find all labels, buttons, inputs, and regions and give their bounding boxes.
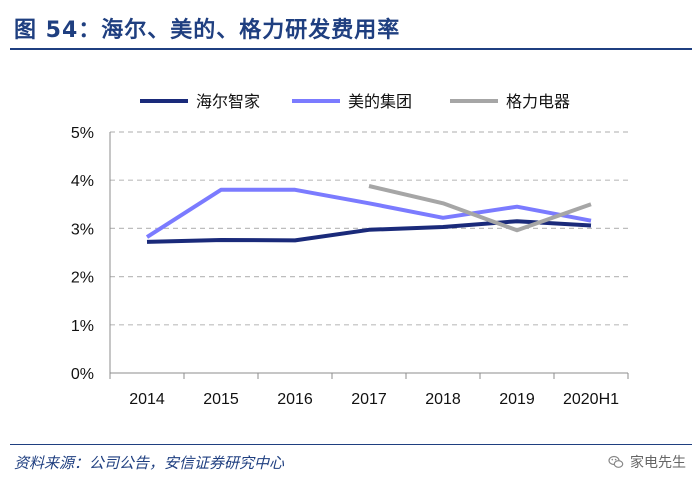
y-tick-label: 3%	[71, 221, 94, 238]
series-line-格力电器	[368, 184, 592, 233]
page-title: 图 54：海尔、美的、格力研发费用率	[14, 18, 401, 43]
x-tick-label: 2016	[277, 391, 313, 408]
source-note: 资料来源：公司公告，安信证券研究中心	[14, 454, 285, 472]
wechat-icon	[608, 455, 624, 468]
y-tick-label: 4%	[71, 173, 94, 190]
title-divider	[10, 48, 692, 50]
x-tick-label: 2020H1	[563, 391, 619, 408]
y-tick-label: 0%	[71, 366, 94, 383]
brand-watermark: 家电先生	[608, 452, 686, 472]
brand-name: 家电先生	[630, 455, 686, 471]
x-tick-label: 2014	[129, 391, 165, 408]
x-tick-label: 2018	[425, 391, 461, 408]
line-chart: 0% 1% 2% 3% 4% 5% 2014 2015 2016 2017 2018 2019 2020…	[71, 92, 629, 408]
series-line-海尔智家	[146, 219, 592, 244]
series-line-美的集团	[145, 187, 592, 239]
legend-label: 海尔智家	[196, 92, 260, 111]
y-tick-label: 5%	[71, 125, 94, 142]
legend-label: 美的集团	[348, 92, 412, 111]
x-tick-label: 2017	[351, 391, 387, 408]
legend-label: 格力电器	[506, 92, 570, 111]
y-tick-label: 1%	[71, 318, 94, 335]
x-tick-label: 2015	[203, 391, 239, 408]
x-tick-label: 2019	[499, 391, 535, 408]
source-divider	[10, 444, 692, 445]
y-tick-label: 2%	[71, 270, 94, 287]
